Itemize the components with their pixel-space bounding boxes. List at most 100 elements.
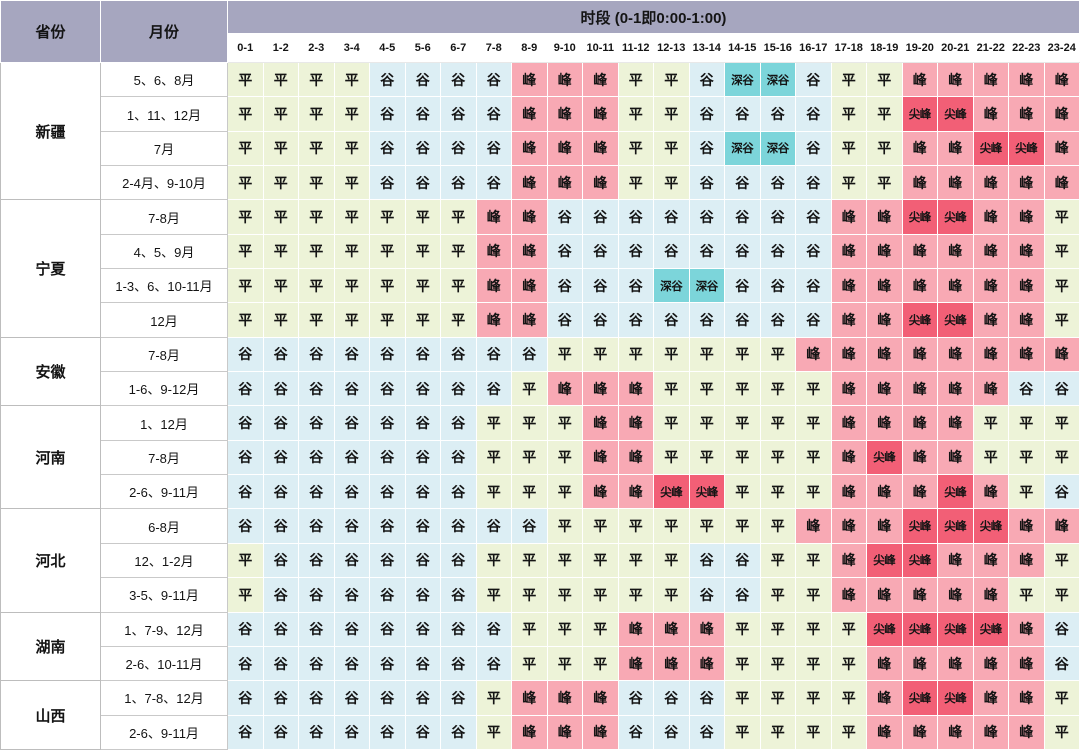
period-cell-valley: 谷	[298, 714, 335, 750]
table-row: 河南 1、12月谷谷谷谷谷谷谷平平平峰峰平平平平平峰峰峰峰平平平	[0, 405, 1080, 510]
period-cell-peak: 峰	[866, 508, 903, 544]
time-slot-label: 20-21	[937, 33, 974, 63]
period-cell-peak: 峰	[937, 268, 974, 304]
period-cell-flat: 平	[1043, 199, 1080, 235]
period-cell-flat: 平	[227, 302, 264, 338]
period-cell-peak: 峰	[830, 371, 867, 407]
time-slot-label: 18-19	[866, 33, 903, 63]
month-cell: 2-4月、9-10月	[100, 165, 228, 201]
period-cell-flat: 平	[759, 371, 796, 407]
period-cell-flat: 平	[653, 336, 690, 373]
period-cell-valley: 谷	[582, 233, 619, 270]
period-cell-flat: 平	[582, 611, 619, 647]
period-cell-peak: 峰	[937, 130, 974, 167]
period-cell-sharp-peak: 尖峰	[937, 680, 974, 716]
period-cell-flat: 平	[830, 611, 867, 647]
period-cell-valley: 谷	[404, 645, 441, 682]
period-cell-valley: 谷	[795, 61, 832, 98]
period-cell-peak: 峰	[937, 371, 974, 407]
period-cell-peak: 峰	[1043, 130, 1080, 167]
time-slot-label: 9-10	[546, 33, 583, 63]
period-cell-valley: 谷	[404, 439, 441, 476]
period-cell-flat: 平	[724, 405, 761, 441]
period-cell-valley: 谷	[404, 474, 441, 510]
header-row: 省份 月份 时段 (0-1即0:00-1:00)	[0, 0, 1080, 63]
time-slot-header-row: 0-1 1-2 2-3 3-4 4-5 5-6 6-7 7-8 8-9 9-10 10-11 11-1…	[1, 33, 1080, 63]
period-cell-valley: 谷	[440, 96, 477, 132]
period-cell-flat: 平	[298, 302, 335, 338]
month-cell: 12、1-2月	[100, 542, 228, 579]
period-cell-peak: 峰	[866, 577, 903, 613]
period-cell-flat: 平	[724, 645, 761, 682]
month-cell: 7月	[100, 130, 228, 167]
period-cell-valley: 谷	[369, 130, 406, 167]
period-cell-flat: 平	[475, 474, 512, 510]
period-cell-valley: 谷	[653, 233, 690, 270]
period-cell-valley: 谷	[262, 371, 299, 407]
period-cell-peak: 峰	[937, 61, 974, 98]
month-cell: 1、12月	[100, 405, 228, 441]
period-cell-peak: 峰	[1043, 165, 1080, 201]
period-cell-valley: 谷	[227, 439, 264, 476]
period-cell-peak: 峰	[972, 577, 1009, 613]
period-cell-peak: 峰	[937, 645, 974, 682]
table-body: 新疆 5、6、8月平平平平谷谷谷谷峰峰峰平平谷深谷 深谷谷平平峰峰峰峰峰 1、11、1…	[0, 61, 1080, 750]
period-cell-valley: 谷	[475, 371, 512, 407]
period-cell-peak: 峰	[937, 714, 974, 750]
period-cell-flat: 平	[972, 405, 1009, 441]
period-cell-peak: 峰	[546, 680, 583, 716]
period-cell-flat: 平	[653, 371, 690, 407]
period-cell-valley: 谷	[298, 542, 335, 579]
period-cell-flat: 平	[653, 405, 690, 441]
month-cell: 1、11、12月	[100, 96, 228, 132]
month-column-header: 月份	[100, 0, 228, 63]
period-cell-valley: 谷	[369, 542, 406, 579]
period-cell-flat: 平	[227, 165, 264, 201]
period-cell-peak: 峰	[688, 645, 725, 682]
period-cell-flat: 平	[440, 233, 477, 270]
period-cell-valley: 谷	[653, 680, 690, 716]
period-cell-flat: 平	[546, 611, 583, 647]
period-cell-valley: 谷	[724, 577, 761, 613]
table-row: 湖南 1、7-9、12月谷谷谷谷谷谷谷谷平平平峰峰峰平平平平尖峰 尖峰 尖峰 尖峰峰谷	[0, 611, 1080, 682]
period-cell-valley: 谷	[333, 474, 370, 510]
table-row: 7-8月谷谷谷谷谷谷谷平平平峰峰平平平平平峰尖峰峰峰平平平	[1, 439, 1080, 476]
time-slot-label: 23-24	[1043, 33, 1080, 63]
period-cell-peak: 峰	[546, 165, 583, 201]
period-cell-flat: 平	[298, 96, 335, 132]
time-slot-label: 22-23	[1008, 33, 1045, 63]
period-cell-flat: 平	[1043, 233, 1080, 270]
period-cell-valley: 谷	[759, 233, 796, 270]
period-cell-peak: 峰	[972, 233, 1009, 270]
period-cell-flat: 平	[795, 577, 832, 613]
period-cell-valley: 谷	[333, 645, 370, 682]
period-cell-peak: 峰	[475, 199, 512, 235]
period-cell-flat: 平	[653, 439, 690, 476]
period-cell-flat: 平	[546, 336, 583, 373]
period-cell-flat: 平	[759, 577, 796, 613]
period-cell-peak: 峰	[972, 199, 1009, 235]
period-cell-flat: 平	[1008, 405, 1045, 441]
period-cell-valley: 谷	[724, 233, 761, 270]
period-cell-flat: 平	[582, 577, 619, 613]
period-cell-valley: 谷	[333, 508, 370, 544]
period-cell-sharp-peak: 尖峰	[866, 611, 903, 647]
province-cell: 安徽	[0, 336, 101, 407]
period-cell-flat: 平	[227, 96, 264, 132]
period-cell-valley: 谷	[262, 542, 299, 579]
period-cell-flat: 平	[759, 542, 796, 579]
period-cell-flat: 平	[582, 508, 619, 544]
table-row: 1-3、6、10-11月平平平平平平平峰峰谷谷谷深谷 深谷谷谷谷峰峰峰峰峰峰平	[1, 268, 1080, 304]
period-cell-peak: 峰	[475, 302, 512, 338]
period-cell-peak: 峰	[866, 199, 903, 235]
period-cell-peak: 峰	[866, 645, 903, 682]
period-cell-peak: 峰	[937, 405, 974, 441]
period-cell-valley: 谷	[227, 645, 264, 682]
period-cell-flat: 平	[653, 165, 690, 201]
period-cell-valley: 谷	[1043, 611, 1080, 647]
period-cell-sharp-peak: 尖峰	[901, 542, 938, 579]
period-cell-valley: 谷	[298, 405, 335, 441]
period-cell-valley: 谷	[298, 611, 335, 647]
period-cell-valley: 谷	[404, 542, 441, 579]
